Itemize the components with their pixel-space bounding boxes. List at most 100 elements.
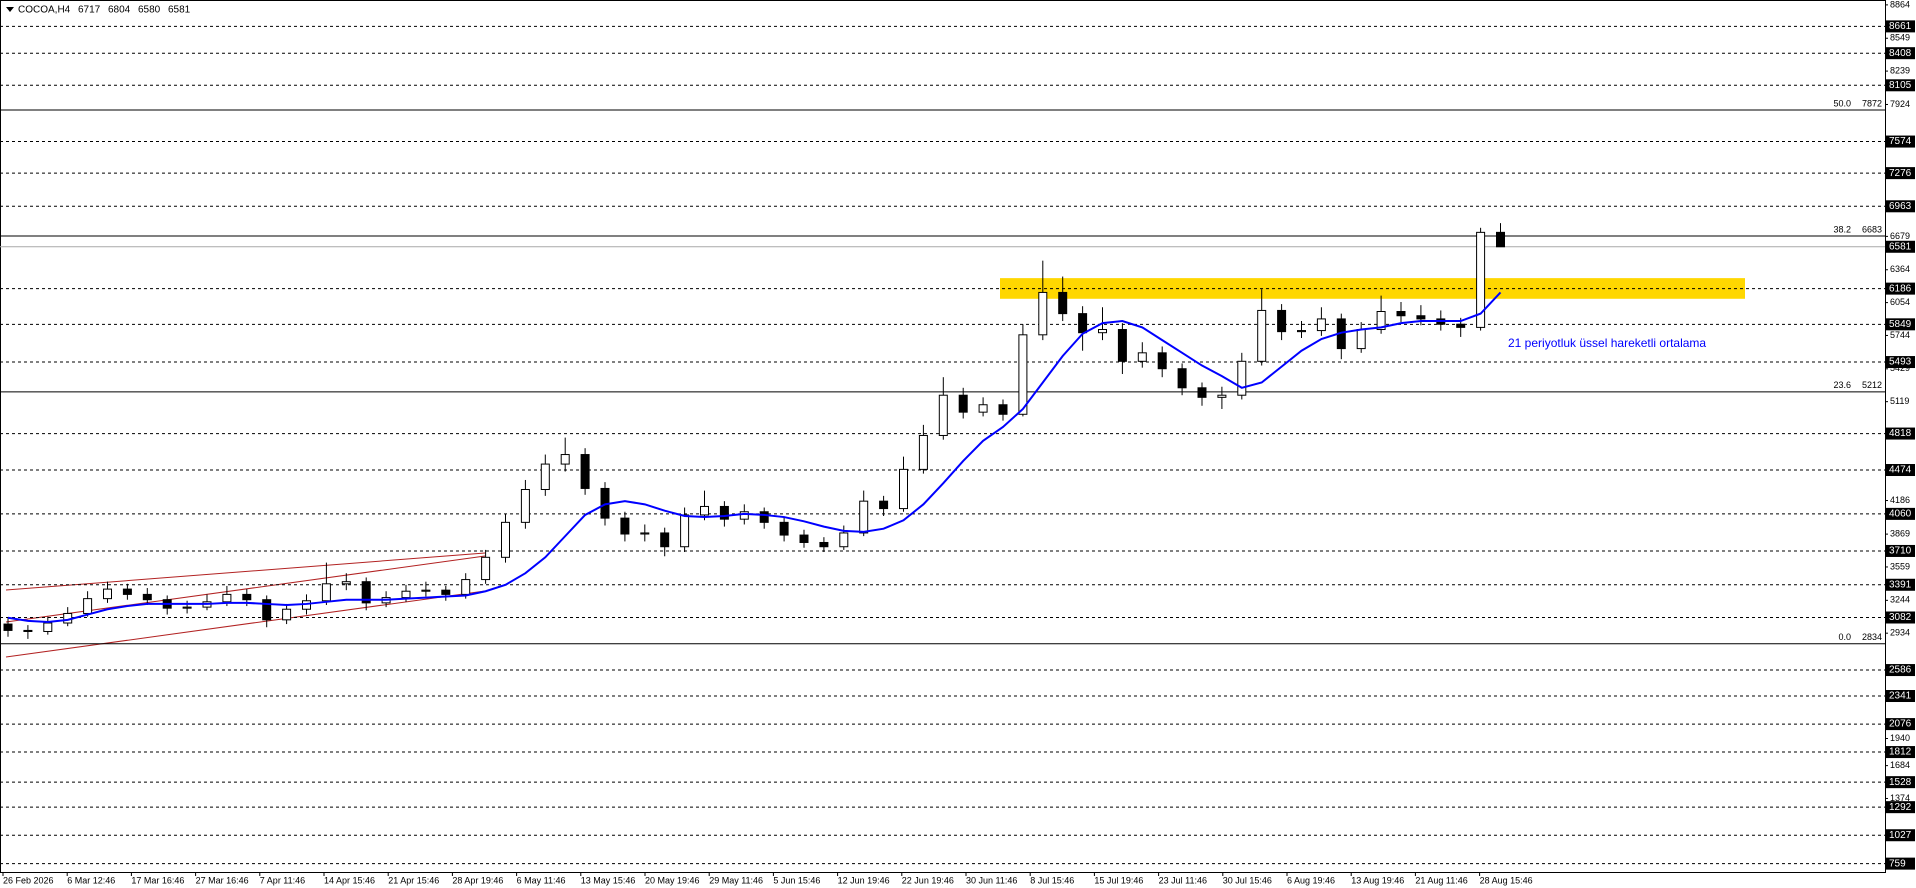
candle-body: [719, 505, 729, 520]
candle-body: [1137, 352, 1147, 362]
x-tick-label: 22 Jun 19:46: [902, 875, 954, 885]
level-label-box: [1886, 857, 1915, 870]
candle-body: [501, 521, 510, 558]
level-label: 6186: [1889, 283, 1912, 294]
candle-body: [1018, 334, 1028, 415]
level-label: 4818: [1889, 428, 1912, 439]
level-label: 6963: [1889, 201, 1912, 212]
x-tick-label: 29 May 11:46: [709, 875, 763, 885]
level-label: 2076: [1889, 719, 1912, 730]
candle-body: [958, 394, 968, 413]
level-label: 3391: [1889, 579, 1912, 590]
candle-body: [1197, 387, 1207, 398]
header-value: 6580: [138, 5, 161, 16]
candle-body: [779, 521, 789, 536]
candle-body: [43, 622, 53, 632]
header-value: 6717: [78, 5, 101, 16]
y-tick-label: 4186: [1890, 495, 1910, 505]
candle-body: [282, 608, 292, 621]
candle-body: [1376, 311, 1386, 331]
level-label-box: [1886, 611, 1915, 624]
candle-body: [321, 583, 331, 602]
candle-body: [540, 463, 550, 491]
x-tick-label: 6 Mar 12:46: [67, 875, 115, 885]
x-tick-label: 28 Apr 19:46: [452, 875, 503, 885]
level-label-box: [1886, 507, 1915, 520]
candle-body: [103, 588, 112, 600]
level-label-box: [1886, 544, 1915, 557]
candle-body: [1038, 291, 1048, 336]
candle-body: [122, 588, 132, 595]
price-label-box: [1886, 240, 1915, 253]
candle-body: [1316, 318, 1326, 332]
fib-level: 50.0: [1833, 98, 1851, 108]
candle-body: [182, 606, 192, 609]
candle-body: [1396, 311, 1406, 317]
x-tick-label: 21 Aug 11:46: [1415, 875, 1467, 885]
candle-body: [819, 541, 829, 548]
candle-body: [1356, 329, 1366, 350]
x-tick-label: 20 May 19:46: [645, 875, 700, 885]
level-label: 8408: [1889, 48, 1912, 59]
ema-label: 21 periyotluk üssel hareketli ortalama: [1508, 336, 1706, 350]
channel-line: [5, 552, 486, 591]
candle-body: [938, 394, 948, 436]
level-label-box: [1886, 746, 1915, 759]
x-tick-label: 6 May 11:46: [517, 875, 566, 885]
fib-level: 38.2: [1833, 224, 1851, 234]
candle-body: [759, 511, 769, 523]
level-label-box: [1886, 578, 1915, 591]
level-label-box: [1886, 20, 1915, 33]
candle-body: [700, 505, 709, 516]
level-label-box: [1886, 135, 1915, 148]
y-tick-label: 5744: [1890, 330, 1910, 340]
y-tick-label: 1940: [1890, 733, 1910, 743]
candle-body: [839, 532, 849, 548]
y-tick-label: 7924: [1890, 99, 1910, 109]
candle-body: [242, 593, 252, 601]
candle-body: [481, 556, 491, 581]
level-label-box: [1886, 356, 1915, 369]
level-label-box: [1886, 718, 1915, 731]
y-tick-label: 1684: [1890, 760, 1910, 770]
candle-body: [660, 532, 670, 548]
ema-line: [7, 291, 1502, 623]
fib-value: 7872: [1862, 98, 1882, 108]
y-tick-label: 8549: [1890, 33, 1910, 43]
x-tick-label: 14 Apr 15:46: [324, 875, 375, 885]
level-label: 8661: [1889, 21, 1912, 32]
level-label-box: [1886, 79, 1915, 92]
candle-body: [142, 593, 152, 601]
level-label: 4474: [1889, 465, 1912, 476]
level-label: 3082: [1889, 612, 1912, 623]
candle-body: [520, 489, 530, 523]
candle-body: [262, 599, 272, 621]
fib-value: 5212: [1862, 380, 1882, 390]
level-label: 1292: [1889, 802, 1912, 813]
x-tick-label: 26 Feb 2026: [3, 875, 54, 885]
level-label: 3710: [1889, 546, 1912, 557]
level-label: 7276: [1889, 168, 1912, 179]
y-tick-label: 5429: [1890, 363, 1910, 373]
x-tick-label: 6 Aug 19:46: [1287, 875, 1335, 885]
level-label-box: [1886, 690, 1915, 703]
candle-body: [1416, 315, 1426, 320]
candle-body: [640, 532, 650, 535]
channel-line: [5, 590, 486, 658]
y-tick-label: 8864: [1890, 0, 1910, 9]
candle-body: [1257, 309, 1267, 362]
candle-body: [23, 629, 33, 632]
x-tick-label: 30 Jun 11:46: [966, 875, 1017, 885]
candle-body: [441, 589, 451, 595]
level-label-box: [1886, 167, 1915, 180]
candle-body: [1237, 360, 1247, 396]
y-tick-label: 1374: [1890, 793, 1910, 803]
x-tick-label: 30 Jul 15:46: [1223, 875, 1272, 885]
candle-body: [859, 500, 869, 534]
y-tick-label: 3559: [1890, 561, 1910, 571]
candle-body: [461, 579, 471, 595]
fib-level: 0.0: [1838, 632, 1851, 642]
candle-body: [879, 500, 889, 510]
